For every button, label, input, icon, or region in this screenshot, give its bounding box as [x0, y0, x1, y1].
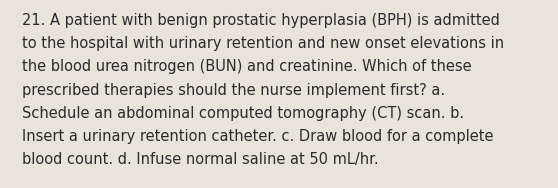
Text: to the hospital with urinary retention and new onset elevations in: to the hospital with urinary retention a…: [22, 36, 504, 51]
Text: Schedule an abdominal computed tomography (CT) scan. b.: Schedule an abdominal computed tomograph…: [22, 106, 464, 121]
Text: 21. A patient with benign prostatic hyperplasia (BPH) is admitted: 21. A patient with benign prostatic hype…: [22, 13, 500, 28]
Text: the blood urea nitrogen (BUN) and creatinine. Which of these: the blood urea nitrogen (BUN) and creati…: [22, 59, 472, 74]
Text: prescribed therapies should the nurse implement first? a.: prescribed therapies should the nurse im…: [22, 83, 445, 98]
Text: Insert a urinary retention catheter. c. Draw blood for a complete: Insert a urinary retention catheter. c. …: [22, 129, 493, 144]
Text: blood count. d. Infuse normal saline at 50 mL/hr.: blood count. d. Infuse normal saline at …: [22, 152, 379, 167]
